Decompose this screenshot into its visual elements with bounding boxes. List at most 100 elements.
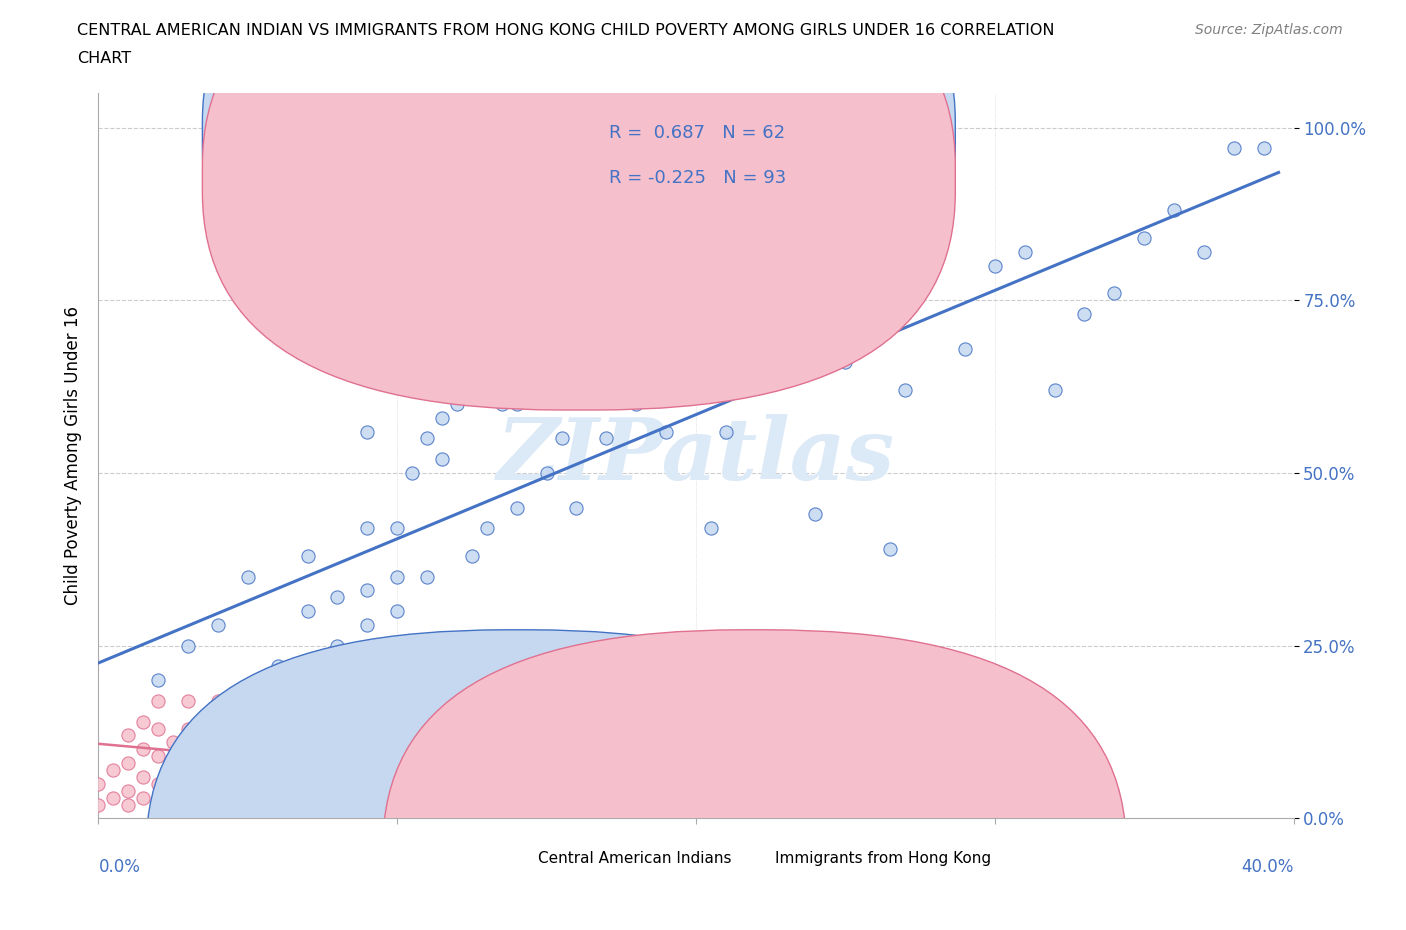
Point xyxy=(953,341,976,356)
Point xyxy=(207,618,229,632)
Point xyxy=(207,777,229,791)
Point xyxy=(401,466,423,481)
Point xyxy=(849,286,872,300)
Point xyxy=(311,763,333,777)
Point xyxy=(356,424,378,439)
Text: Immigrants from Hong Kong: Immigrants from Hong Kong xyxy=(775,851,991,866)
Point xyxy=(162,763,184,777)
Point xyxy=(1073,307,1095,322)
Point xyxy=(281,259,304,273)
Point xyxy=(177,638,200,653)
Point xyxy=(267,749,290,764)
Point xyxy=(908,272,931,287)
Point xyxy=(252,756,274,771)
FancyBboxPatch shape xyxy=(202,0,955,410)
Point xyxy=(401,763,423,777)
Point xyxy=(222,735,245,750)
Text: 0.0%: 0.0% xyxy=(98,858,141,876)
Point xyxy=(148,777,170,791)
Point xyxy=(236,769,259,784)
Point xyxy=(385,749,409,764)
Text: 40.0%: 40.0% xyxy=(1241,858,1294,876)
Point xyxy=(326,590,349,604)
Point xyxy=(356,583,378,598)
Point xyxy=(162,790,184,805)
Point xyxy=(207,797,229,812)
Point xyxy=(385,604,409,618)
Point xyxy=(207,721,229,736)
Point xyxy=(177,797,200,812)
Point xyxy=(640,341,662,356)
FancyBboxPatch shape xyxy=(382,630,1126,930)
Point xyxy=(132,714,155,729)
Point xyxy=(506,777,529,791)
FancyBboxPatch shape xyxy=(541,108,882,213)
Point xyxy=(446,797,468,812)
Point xyxy=(148,672,170,687)
Point xyxy=(207,749,229,764)
Point xyxy=(520,769,543,784)
Point xyxy=(177,777,200,791)
Point xyxy=(356,777,378,791)
Point xyxy=(416,797,439,812)
Point xyxy=(536,466,558,481)
Point xyxy=(1253,140,1275,155)
FancyBboxPatch shape xyxy=(146,630,890,930)
Point xyxy=(326,797,349,812)
Point xyxy=(520,790,543,805)
Point xyxy=(222,790,245,805)
Point xyxy=(297,549,319,564)
Point xyxy=(416,431,439,445)
Point xyxy=(371,790,394,805)
Point xyxy=(461,549,484,564)
Point xyxy=(1133,231,1156,246)
Point xyxy=(775,341,797,356)
Point xyxy=(536,797,558,812)
Point xyxy=(430,452,453,467)
Point xyxy=(430,410,453,425)
Text: Source: ZipAtlas.com: Source: ZipAtlas.com xyxy=(1195,23,1343,37)
Point xyxy=(385,777,409,791)
Point xyxy=(446,777,468,791)
Point xyxy=(252,790,274,805)
Point xyxy=(87,797,110,812)
Point xyxy=(267,721,290,736)
Point xyxy=(103,763,125,777)
Point xyxy=(356,618,378,632)
Point xyxy=(342,763,364,777)
Point xyxy=(879,541,901,556)
Point xyxy=(117,797,139,812)
Point xyxy=(385,521,409,536)
Point xyxy=(297,797,319,812)
Point xyxy=(565,500,588,515)
Point xyxy=(491,769,513,784)
Point xyxy=(430,763,453,777)
Point xyxy=(430,790,453,805)
Point xyxy=(385,569,409,584)
Point xyxy=(536,777,558,791)
Point xyxy=(804,507,827,522)
Point xyxy=(475,521,498,536)
Point xyxy=(87,777,110,791)
Point xyxy=(506,396,529,411)
Point xyxy=(685,382,707,397)
Point xyxy=(191,763,214,777)
Point xyxy=(103,790,125,805)
Point xyxy=(730,362,752,377)
Point xyxy=(475,777,498,791)
Point xyxy=(461,763,484,777)
Point xyxy=(1192,245,1215,259)
Point xyxy=(581,382,603,397)
Point xyxy=(1223,140,1246,155)
Point xyxy=(1163,203,1185,218)
Point xyxy=(162,735,184,750)
Point xyxy=(491,790,513,805)
Text: R = -0.225   N = 93: R = -0.225 N = 93 xyxy=(609,169,786,187)
Point xyxy=(297,604,319,618)
Point xyxy=(356,797,378,812)
Point xyxy=(267,797,290,812)
Point xyxy=(236,742,259,757)
Point xyxy=(132,769,155,784)
Point xyxy=(550,769,572,784)
Point xyxy=(281,763,304,777)
